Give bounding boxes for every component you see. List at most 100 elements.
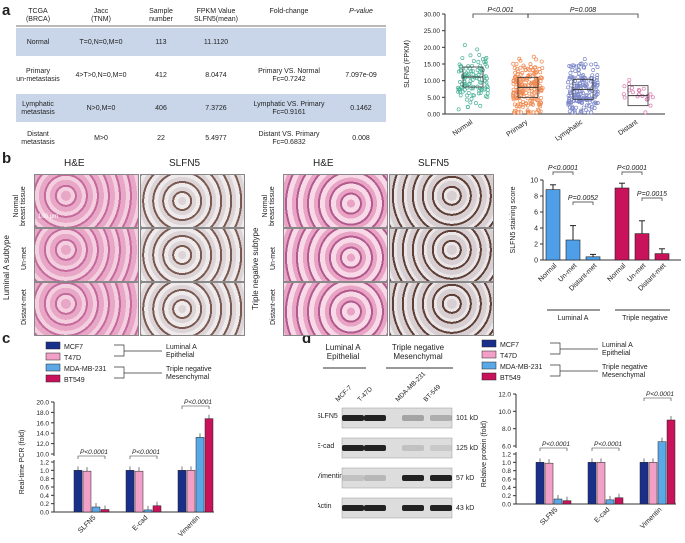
data-point bbox=[483, 86, 487, 91]
group-label: Luminal A bbox=[558, 315, 589, 322]
y-tick-label: 16.0 bbox=[36, 420, 49, 427]
data-point bbox=[568, 89, 572, 94]
data-point bbox=[518, 65, 523, 70]
table-header: Fold-change bbox=[270, 8, 309, 15]
x-tick-label: Vimentin bbox=[639, 506, 663, 530]
bar bbox=[648, 462, 658, 505]
data-point bbox=[462, 43, 467, 48]
row-label-normal: Normal breast tissue bbox=[13, 186, 27, 226]
data-point bbox=[582, 83, 587, 88]
y-tick-label: 0.8 bbox=[502, 468, 511, 475]
he-image bbox=[34, 228, 139, 282]
y-tick-label: 1.0 bbox=[40, 468, 49, 475]
bar bbox=[614, 497, 624, 505]
legend-label: MDA-MB-231 bbox=[500, 364, 543, 371]
blot-band bbox=[430, 505, 452, 511]
bar bbox=[535, 462, 545, 505]
y-tick-label: 0.2 bbox=[40, 501, 49, 508]
data-point bbox=[474, 101, 478, 106]
y-tick-label: 10.00 bbox=[424, 78, 441, 85]
y-tick-label: 12.0 bbox=[36, 441, 49, 448]
data-point bbox=[525, 96, 530, 101]
data-point bbox=[525, 108, 530, 113]
legend-bracket bbox=[114, 344, 125, 357]
legend-c: MCF7 T47D MDA-MB-231 BT549 Luminal A Epitheli… bbox=[45, 341, 212, 384]
bar bbox=[544, 462, 554, 505]
legend-swatch bbox=[481, 361, 497, 370]
y-tick-label: 20.0 bbox=[36, 400, 49, 407]
x-tick-label: SLFN5 bbox=[539, 506, 559, 526]
data-point bbox=[516, 90, 521, 94]
data-point bbox=[566, 101, 571, 106]
data-point bbox=[518, 77, 523, 82]
data-point bbox=[648, 103, 653, 108]
legend-d: MCF7 T47D MDA-MB-231 BT549 Luminal A Epitheli… bbox=[481, 339, 648, 382]
data-point bbox=[538, 104, 543, 109]
legend-bracket bbox=[114, 366, 125, 379]
sig-label: P<0.001 bbox=[487, 7, 513, 14]
data-point bbox=[569, 100, 574, 105]
legend-label: T47D bbox=[64, 355, 81, 362]
table-cell-fold: Distant VS. Primary Fc=0.6832 bbox=[258, 131, 320, 144]
size-label: 57 kD bbox=[456, 475, 474, 482]
legend-label: T47D bbox=[500, 353, 517, 360]
y-tick-label: 0.8 bbox=[40, 476, 49, 483]
y-tick-label: 0.0 bbox=[502, 502, 511, 509]
y-tick-label: 1.0 bbox=[502, 460, 511, 467]
slfn5-header: SLFN5 bbox=[418, 158, 450, 169]
tcga-table: TCGA (BRCA) Jacc (TNM) Sample number FPKM Valu… bbox=[16, 8, 386, 144]
x-tick-label: Lymphatic bbox=[554, 119, 584, 143]
data-point bbox=[535, 98, 540, 103]
sig-label: P=0.0015 bbox=[637, 191, 667, 198]
data-point bbox=[518, 58, 523, 63]
y-tick-label: 25.00 bbox=[424, 28, 441, 35]
table-cell-tnm: T=0,N=0,M=0 bbox=[80, 39, 123, 46]
data-point bbox=[462, 87, 467, 92]
data-point bbox=[587, 100, 592, 105]
he-image bbox=[34, 174, 139, 228]
data-point bbox=[483, 74, 488, 79]
table-cell-n: 22 bbox=[157, 135, 165, 142]
table-header: Sample number bbox=[149, 8, 173, 23]
legend-label: BT549 bbox=[500, 375, 521, 382]
data-point bbox=[582, 65, 587, 70]
data-point bbox=[514, 62, 519, 67]
table-cell-group: Distant metastasis bbox=[21, 131, 55, 144]
data-point bbox=[519, 92, 524, 97]
data-point bbox=[584, 93, 589, 97]
data-point bbox=[581, 96, 586, 101]
sig-label: P<0.0001 bbox=[80, 449, 108, 456]
scale-bar-label: 100 μm bbox=[38, 214, 59, 220]
sig-bracket bbox=[641, 197, 663, 201]
panel-label-d: d bbox=[302, 330, 312, 347]
y-tick-label: 30.00 bbox=[424, 12, 441, 19]
data-point bbox=[587, 89, 592, 94]
sig-bracket bbox=[181, 405, 210, 409]
y-tick-label: 0.0 bbox=[40, 510, 49, 517]
he-header: H&E bbox=[64, 158, 85, 169]
data-point bbox=[578, 91, 583, 96]
bar bbox=[596, 462, 606, 505]
data-point bbox=[583, 62, 588, 67]
y-tick-label: 1.2 bbox=[40, 460, 49, 467]
y-tick-label: 0.00 bbox=[427, 112, 440, 119]
data-point bbox=[578, 84, 583, 88]
sig-bracket bbox=[572, 201, 594, 205]
data-point bbox=[512, 66, 517, 70]
data-point bbox=[522, 94, 527, 99]
data-point bbox=[468, 53, 473, 58]
y-tick-label: 2 bbox=[534, 242, 538, 249]
table-cell-p: 0.008 bbox=[352, 135, 370, 142]
bar bbox=[562, 500, 572, 505]
legend-bracket bbox=[550, 342, 561, 355]
sig-bracket bbox=[552, 171, 574, 175]
data-point bbox=[536, 86, 541, 91]
he-image bbox=[283, 228, 388, 282]
legend-swatch bbox=[45, 352, 61, 361]
y-tick-label: 10 bbox=[530, 178, 538, 185]
data-point bbox=[457, 89, 462, 94]
legend-label: MCF7 bbox=[500, 342, 519, 349]
bar bbox=[587, 462, 597, 505]
data-point bbox=[533, 65, 538, 70]
